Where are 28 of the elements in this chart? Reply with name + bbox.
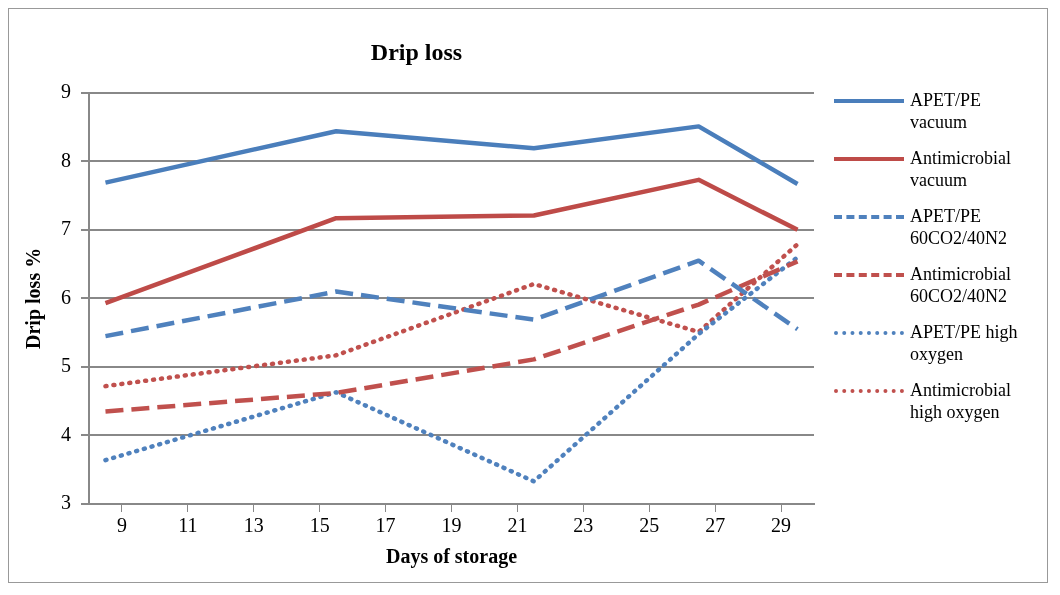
legend-label: APET/PE 60CO2/40N2	[910, 205, 1008, 249]
y-tick-label: 4	[61, 422, 71, 445]
x-tick-label: 17	[375, 514, 396, 537]
x-tick-label: 9	[116, 514, 127, 537]
y-tick-label: 7	[61, 217, 71, 240]
legend-label: Antimicrobial 60CO2/40N2	[910, 263, 1012, 307]
y-tick-label: 3	[61, 491, 71, 514]
x-tick-label: 19	[441, 514, 462, 537]
legend-label: APET/PE vacuum	[910, 89, 982, 133]
legend-label: Antimicrobial vacuum	[910, 147, 1012, 191]
legend-label: APET/PE high oxygen	[910, 321, 1019, 365]
x-tick-label: 25	[639, 514, 660, 537]
y-tick-label: 9	[61, 80, 71, 103]
x-tick-label: 11	[178, 514, 198, 537]
y-axis-title: Drip loss %	[22, 247, 46, 349]
y-tick-label: 6	[61, 285, 71, 308]
legend-label: Antimicrobial high oxygen	[910, 379, 1012, 423]
x-tick-label: 13	[243, 514, 264, 537]
x-axis-title: Days of storage	[385, 545, 518, 569]
y-tick-label: 8	[61, 148, 71, 171]
line-series	[103, 255, 800, 484]
y-tick-label: 5	[61, 354, 71, 377]
x-tick-label: 27	[705, 514, 726, 537]
x-tick-label: 29	[771, 514, 792, 537]
x-tick-label: 15	[309, 514, 330, 537]
x-tick-label: 23	[573, 514, 594, 537]
x-tick-label: 21	[507, 514, 528, 537]
chart-title: Drip loss	[370, 38, 463, 65]
